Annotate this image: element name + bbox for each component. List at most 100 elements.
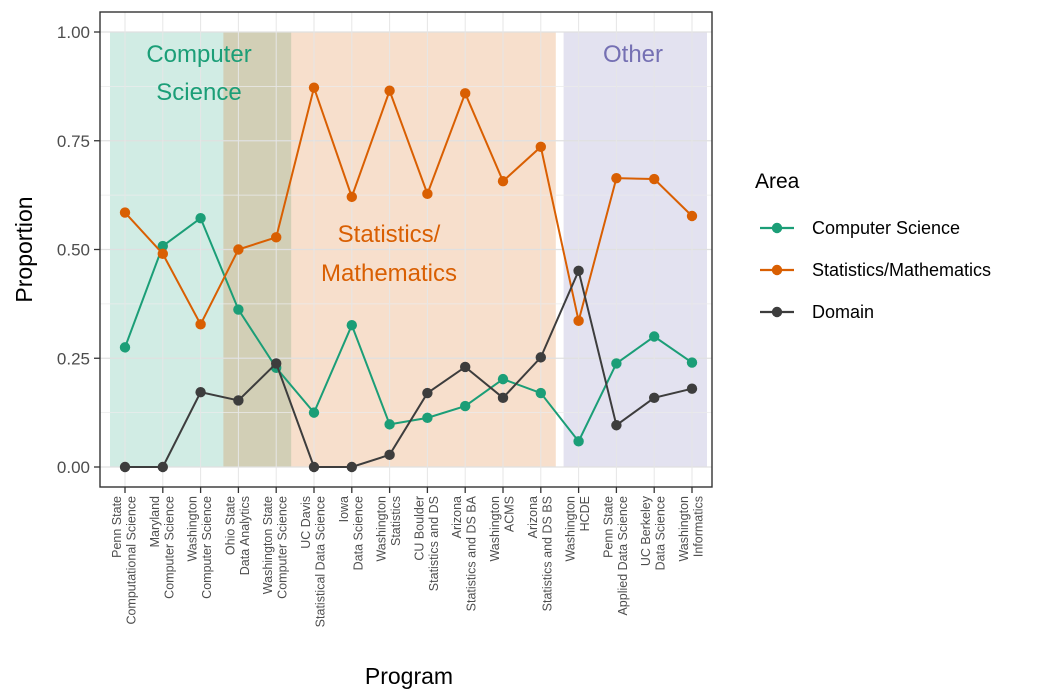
- x-tick-label: WashingtonComputer Science: [186, 496, 215, 599]
- legend-label: Statistics/Mathematics: [812, 260, 991, 280]
- x-tick-label-line: Data Science: [654, 496, 668, 570]
- legend-key-point: [771, 264, 783, 276]
- x-tick-label: Ohio StateData Analytics: [223, 496, 252, 575]
- y-tick-label: 1.00: [57, 23, 90, 42]
- x-tick-label-line: Applied Data Science: [616, 496, 630, 616]
- x-tick-label-line: Penn State: [110, 496, 124, 558]
- x-tick-label-line: UC Davis: [299, 496, 313, 549]
- x-tick-label: CU BoulderStatistics and DS: [412, 496, 441, 591]
- x-tick-label: WashingtonACMS: [488, 496, 517, 562]
- region-label: Science: [156, 79, 241, 106]
- x-tick-label-line: Washington: [375, 496, 389, 562]
- data-point: [157, 248, 168, 260]
- x-tick-label: Washington StateComputer Science: [261, 496, 290, 599]
- legend-label: Computer Science: [812, 218, 960, 238]
- x-tick-label-line: UC Berkeley: [639, 495, 653, 566]
- data-point: [497, 373, 509, 385]
- data-point: [649, 392, 660, 404]
- x-tick-label-line: Statistics: [389, 496, 403, 546]
- data-point: [686, 357, 698, 368]
- data-point: [497, 176, 509, 187]
- data-point: [195, 386, 206, 398]
- series-line: [125, 267, 693, 468]
- data-point: [686, 383, 698, 394]
- x-tick-label-line: Washington: [564, 496, 578, 562]
- legend-item: Statistics/Mathematics: [760, 260, 991, 280]
- x-tick-label-line: Informatics: [692, 496, 706, 557]
- data-point: [233, 395, 244, 406]
- data-point: [119, 342, 131, 353]
- data-point: [346, 191, 357, 203]
- legend-label: Domain: [812, 302, 874, 322]
- legend-key-point: [771, 222, 783, 234]
- legend-item: Domain: [760, 302, 874, 322]
- y-tick-label: 0.00: [57, 458, 90, 477]
- x-tick-label-line: Statistics and DS BS: [540, 496, 554, 611]
- data-point: [157, 240, 168, 252]
- data-point: [346, 461, 357, 473]
- x-tick-label-line: Arizona: [450, 496, 464, 538]
- data-point: [649, 331, 660, 342]
- y-tick-label: 0.50: [57, 241, 90, 260]
- data-point: [308, 407, 320, 418]
- data-point: [422, 412, 433, 424]
- data-point: [271, 232, 282, 243]
- x-axis-title: Program: [365, 663, 453, 689]
- series-layer: [119, 82, 698, 473]
- data-point: [384, 449, 395, 461]
- legend: Area Computer Science Statistics/Mathemat…: [755, 170, 991, 322]
- legend-item: Computer Science: [760, 218, 960, 238]
- legend-title: Area: [755, 170, 800, 193]
- data-point: [195, 212, 206, 224]
- data-point: [573, 436, 584, 447]
- x-tick-label-line: Computer Science: [276, 496, 290, 599]
- data-point: [611, 358, 622, 369]
- data-point: [233, 304, 244, 315]
- data-point: [308, 82, 320, 93]
- x-tick-label: WashingtonInformatics: [677, 496, 706, 562]
- data-point: [460, 400, 471, 412]
- x-tick-label-line: Computational Science: [125, 496, 139, 625]
- data-point: [611, 172, 622, 184]
- x-tick-label-line: ACMS: [503, 496, 517, 532]
- x-tick-label-line: Data Analytics: [238, 496, 252, 575]
- x-tick-label-line: Arizona: [526, 496, 540, 538]
- x-tick-label: ArizonaStatistics and DS BA: [450, 495, 479, 611]
- x-tick-label-line: Ohio State: [223, 496, 237, 555]
- region-label: Other: [603, 41, 663, 68]
- x-tick-label: MarylandComputer Science: [148, 496, 177, 599]
- data-point: [119, 461, 131, 473]
- y-tick-label: 0.25: [57, 349, 90, 368]
- x-tick-label: Penn StateComputational Science: [110, 496, 139, 625]
- data-point: [611, 420, 622, 431]
- y-axis: 0.00 0.25 0.50 0.75 1.00: [57, 23, 100, 477]
- series-2: [119, 265, 698, 473]
- x-tick-label-line: Statistical Data Science: [314, 496, 328, 627]
- x-axis: Penn StateComputational Science MarylandC…: [110, 487, 706, 627]
- x-tick-label-line: Maryland: [148, 496, 162, 547]
- data-point: [384, 85, 395, 96]
- x-tick-label-line: Computer Science: [162, 496, 176, 599]
- data-point: [573, 265, 584, 277]
- x-tick-label: WashingtonHCDE: [564, 496, 593, 562]
- series-0: [119, 212, 698, 447]
- grid-lines: [100, 12, 712, 487]
- x-tick-label-line: Computer Science: [200, 496, 214, 599]
- data-point: [346, 319, 357, 331]
- data-point: [157, 461, 168, 473]
- data-point: [233, 244, 244, 255]
- region-labels: Computer Science Statistics/Mathematics Oth…: [146, 41, 663, 287]
- data-point: [497, 392, 509, 404]
- x-tick-label-line: Penn State: [601, 496, 615, 558]
- x-tick-label: UC DavisStatistical Data Science: [299, 496, 328, 627]
- x-tick-label-line: Washington: [677, 496, 691, 562]
- y-tick-label: 0.75: [57, 132, 90, 151]
- data-point: [573, 315, 584, 327]
- x-tick-label-line: Statistics and DS BA: [465, 495, 479, 611]
- data-point: [535, 352, 546, 363]
- region-label: Statistics/: [338, 221, 441, 248]
- x-tick-label: Penn StateApplied Data Science: [601, 496, 630, 616]
- data-point: [422, 387, 433, 399]
- data-point: [195, 319, 206, 330]
- data-point: [384, 419, 395, 430]
